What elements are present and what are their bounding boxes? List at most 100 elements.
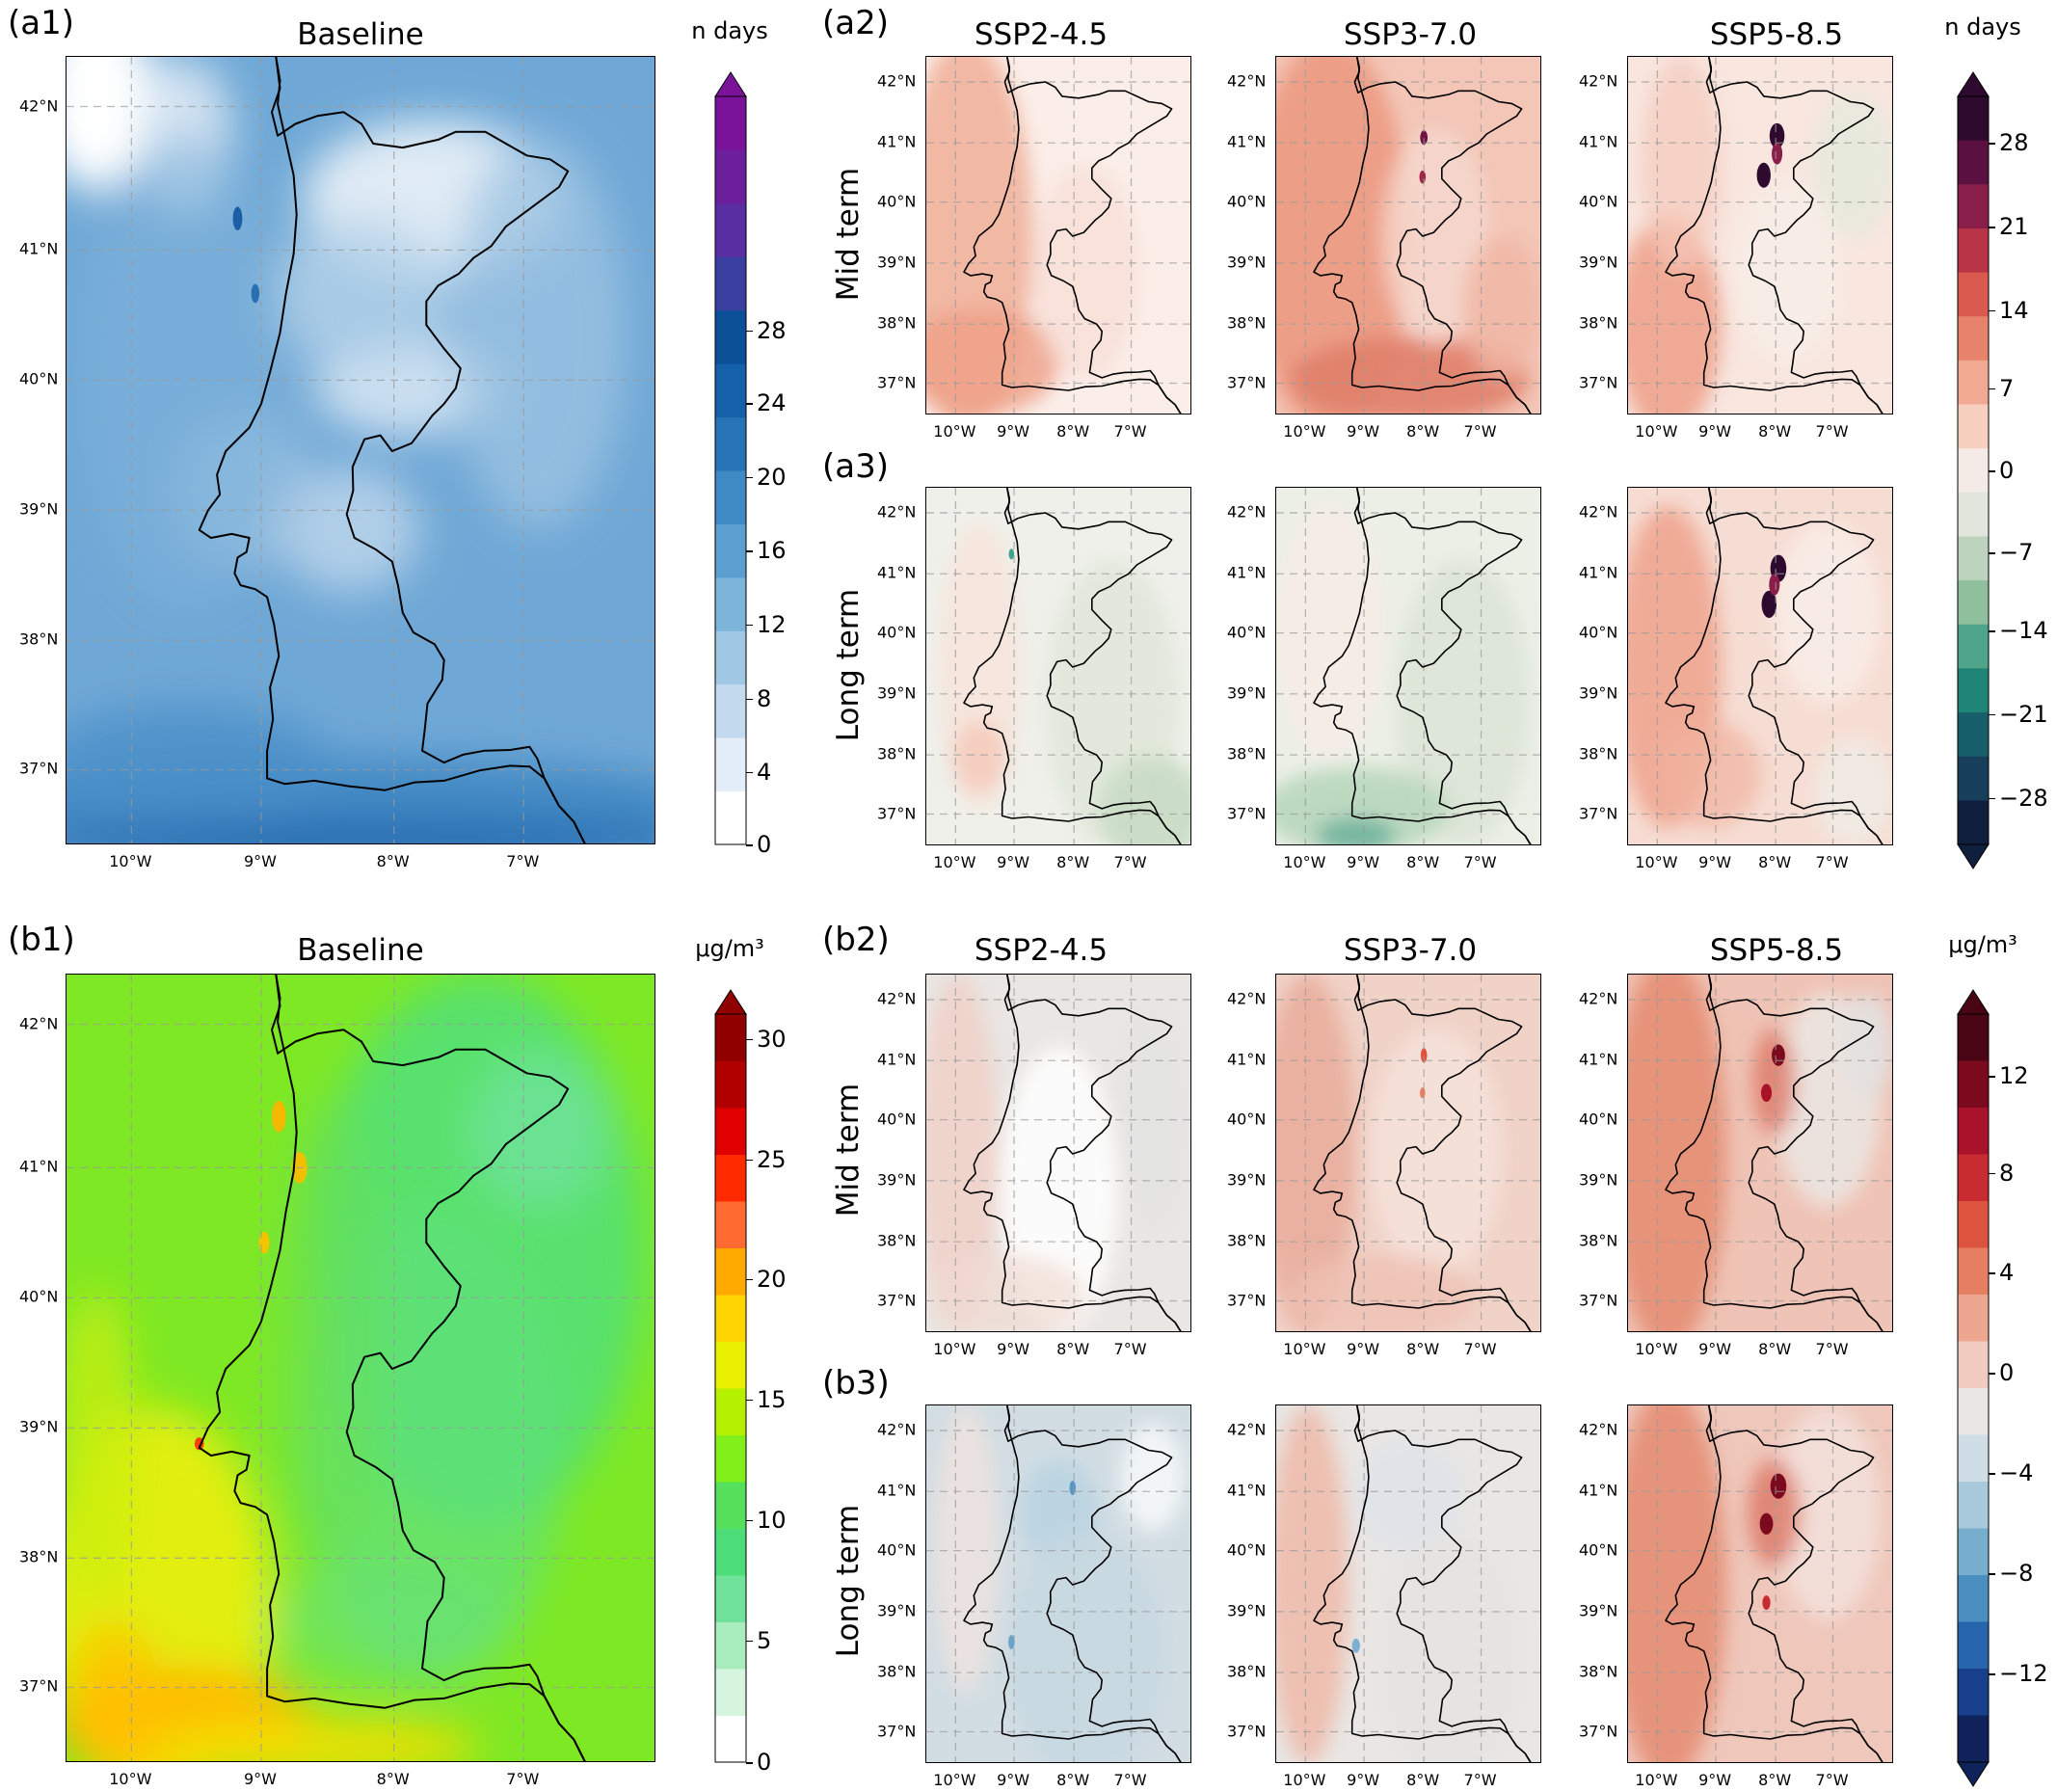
coastline [963,975,1182,1331]
colorbar-tick-label: 10 [757,1506,787,1534]
field-patch [1369,1028,1503,1280]
colorbar-segment [1958,580,1989,626]
lon-tick-label: 9°W [997,1771,1030,1789]
lat-tick-label: 42°N [19,1014,59,1033]
coastline [198,57,586,843]
panel-label-b1: (b1) [8,921,75,959]
colorbar-segment [715,523,746,578]
lon-tick-label: 10°W [1635,422,1678,441]
lat-tick-label: 42°N [1227,502,1267,522]
colorbar-tick [1989,388,1995,390]
field-patch [1814,738,1892,844]
lat-tick-label: 40°N [877,1540,917,1560]
lat-tick-label: 39°N [19,499,59,519]
border-line [1353,488,1532,844]
lat-tick-label: 37°N [1227,1722,1267,1741]
lat-tick-label: 38°N [1227,1662,1267,1681]
colorbar-segment [715,1201,746,1248]
colorbar-tick-label: 4 [1999,1259,2015,1287]
lon-tick-label: 10°W [1635,1771,1678,1789]
colorbar-tick-label: −4 [1999,1459,2034,1487]
baseline-map-a [66,56,655,844]
colorbar-segment [1958,536,1989,581]
field-patch [449,135,628,530]
border-line [271,57,586,843]
lat-tick-label: 41°N [19,1157,59,1176]
lat-tick-label: 41°N [1579,563,1618,582]
lon-tick-label: 7°W [1463,1340,1497,1358]
colorbar-segment [715,1295,746,1342]
lat-tick-label: 39°N [1227,683,1267,703]
baseline-title-a: Baseline [297,17,424,52]
row-label-a-mid: Mid term [831,167,866,302]
lon-tick-label: 8°W [1406,853,1440,871]
border-line [1003,488,1182,844]
colorbar-b1 [714,989,747,1763]
colorbar-extend-top [1957,71,1990,97]
field-patch [1734,182,1841,362]
hotspot [1772,143,1783,165]
unit-label-b-diff: μg/m³ [1948,931,2017,958]
lon-tick-label: 8°W [376,852,410,870]
lat-tick-label: 40°N [19,1287,59,1306]
colorbar-segment [715,1388,746,1435]
lat-tick-label: 40°N [1579,192,1618,211]
diff-map-b2-3 [1627,974,1893,1332]
lat-tick-label: 42°N [1579,1420,1618,1439]
lon-tick-label: 7°W [1815,1340,1849,1358]
unit-label-b1: μg/m³ [695,935,764,962]
lat-tick-label: 37°N [19,759,59,778]
lon-tick-label: 7°W [1113,1340,1147,1358]
field-patch [67,703,333,830]
lon-tick-label: 10°W [1635,1340,1678,1358]
coastline [1313,975,1532,1331]
colorbar-segment [1958,1201,1989,1248]
colorbar-tick [746,1038,753,1041]
colorbar-segment [1958,624,1989,669]
lon-tick-label: 7°W [1463,422,1497,441]
lat-tick-label: 42°N [1227,989,1267,1008]
colorbar-tick [746,844,753,846]
colorbar-tick [746,1159,753,1162]
lon-tick-label: 7°W [1113,853,1147,871]
colorbar-segment [1958,227,1989,274]
colorbar-tick-label: 0 [757,831,772,858]
border-line [1353,1405,1532,1762]
lat-tick-label: 41°N [877,132,917,151]
colorbar-segment [715,790,746,845]
colorbar-segment [1958,96,1989,142]
lat-tick-label: 39°N [877,253,917,272]
border-line [1705,1405,1883,1762]
border-line [1705,488,1883,844]
colorbar-segment [715,1154,746,1202]
lat-tick-label: 39°N [1579,1170,1618,1190]
colorbar-a-diff [1957,71,1990,869]
lat-tick-label: 41°N [19,239,59,258]
colorbar-tick-label: 15 [757,1385,787,1413]
lat-tick-label: 41°N [877,1050,917,1069]
lat-tick-label: 39°N [1227,1601,1267,1620]
colorbar-tick-label: 8 [757,684,772,712]
lat-tick-label: 37°N [877,1722,917,1741]
diff-map-a3-2 [1275,487,1541,845]
colorbar-tick [746,1640,753,1642]
lat-tick-label: 38°N [877,1662,917,1681]
colorbar-segment [1958,360,1989,406]
baseline-map-b [66,974,655,1762]
colorbar-tick-label: −14 [1999,617,2048,645]
hotspot [1769,574,1780,596]
lat-tick-label: 41°N [1579,1481,1618,1500]
hotspot [1761,590,1777,619]
panel-label-b2: (b2) [822,921,890,959]
colorbar-segment [1958,668,1989,713]
hotspot [251,283,260,304]
colorbar-segment [1958,404,1989,449]
coastline [1313,57,1532,414]
lon-tick-label: 10°W [933,853,976,871]
coastline [1665,975,1883,1331]
colorbar-segment [1958,1295,1989,1342]
colorbar-tick-label: 28 [757,316,787,344]
row-label-b-long: Long term [831,1504,866,1658]
lat-tick-label: 39°N [1579,1601,1618,1620]
lon-tick-label: 9°W [1347,1340,1380,1358]
